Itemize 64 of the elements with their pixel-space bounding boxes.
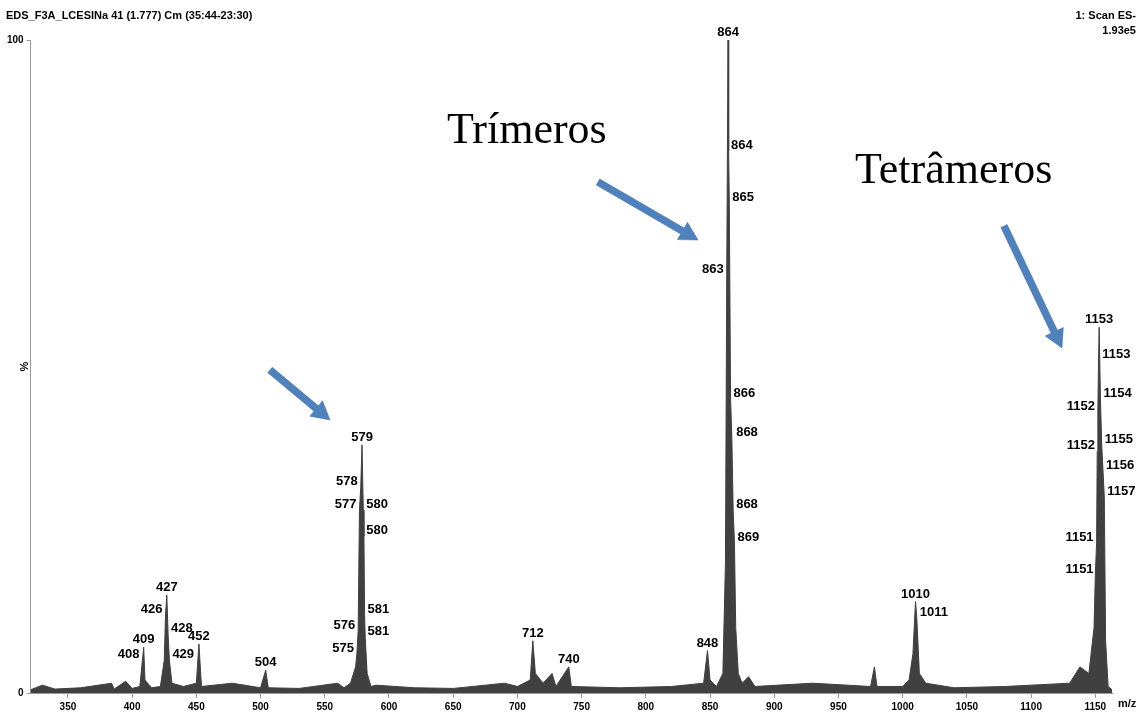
annotation: Tetrâmeros <box>855 144 1053 193</box>
x-tick-label: 550 <box>316 700 334 712</box>
x-tick-label: 750 <box>573 700 591 712</box>
annotation: 1157 <box>1107 483 1136 499</box>
annotation: 1152 <box>1066 437 1095 453</box>
annotation: 579 <box>351 428 373 444</box>
annotation: 866 <box>733 385 756 401</box>
x-tick-label: 500 <box>252 700 270 712</box>
x-tick-label: 1150 <box>1084 700 1107 712</box>
annotation: 575 <box>332 639 354 655</box>
annotation: 1156 <box>1106 456 1135 472</box>
annotation: 1155 <box>1104 430 1133 446</box>
chart-subtitle: 1: Scan ES- <box>1075 9 1137 21</box>
annotation: 865 <box>732 189 754 205</box>
annotation: Trímeros <box>447 104 607 153</box>
y-tick-label: 0 <box>18 686 25 698</box>
annotation: 1152 <box>1066 398 1095 414</box>
annotation: 408 <box>117 646 140 662</box>
annotation: 864 <box>717 24 740 39</box>
annotation: 1151 <box>1065 561 1094 577</box>
chart-title: EDS_F3A_LCESINa 41 (1.777) Cm (35:44-23:30) <box>6 9 253 21</box>
x-tick-label: 650 <box>444 700 462 712</box>
annotation: 740 <box>557 650 580 666</box>
x-tick-label: 900 <box>765 700 784 712</box>
x-tick-label: 600 <box>380 700 398 712</box>
annotation: 409 <box>132 631 155 647</box>
annotation: 868 <box>736 424 758 440</box>
annotation: 580 <box>366 496 388 512</box>
annotation: 578 <box>336 473 358 489</box>
text: 1.93e5 <box>1102 24 1136 36</box>
annotation: 581 <box>367 600 390 616</box>
annotation: 1011 <box>919 603 948 619</box>
annotation: 1010 <box>901 585 930 601</box>
annotation: 1151 <box>1065 528 1094 544</box>
annotation: 427 <box>155 579 178 595</box>
annotation: 577 <box>334 496 357 512</box>
annotation: 580 <box>366 522 388 538</box>
x-tick-label: 350 <box>59 700 77 712</box>
annotation: 429 <box>172 646 195 662</box>
x-tick-label: 950 <box>830 700 848 712</box>
annotation: 848 <box>696 634 719 650</box>
annotation: 712 <box>521 624 544 640</box>
annotation: 581 <box>367 623 390 639</box>
x-tick-label: 400 <box>123 700 141 712</box>
annotation: 426 <box>140 600 163 616</box>
x-tick-label: 1050 <box>955 700 979 712</box>
annotation: 504 <box>254 654 278 670</box>
x-tick-label: 1000 <box>891 700 915 712</box>
x-tick-label: 700 <box>509 700 527 712</box>
annotation: 1154 <box>1103 385 1133 401</box>
x-axis-title: m/z <box>1118 697 1137 709</box>
x-tick-label: 800 <box>637 700 655 712</box>
x-tick-label: 1100 <box>1020 700 1043 712</box>
y-axis-title: % <box>18 361 30 372</box>
annotation: 868 <box>736 496 758 512</box>
annotation: 1153 <box>1085 311 1114 327</box>
annotation: 863 <box>702 261 724 277</box>
x-tick-label: 450 <box>188 700 206 712</box>
y-tick-label: 100 <box>7 33 25 45</box>
annotation: 1153 <box>1102 345 1131 361</box>
annotation: 869 <box>737 528 760 544</box>
annotation: 864 <box>731 137 754 153</box>
annotation: 576 <box>333 616 356 632</box>
x-tick-label: 850 <box>701 700 719 712</box>
